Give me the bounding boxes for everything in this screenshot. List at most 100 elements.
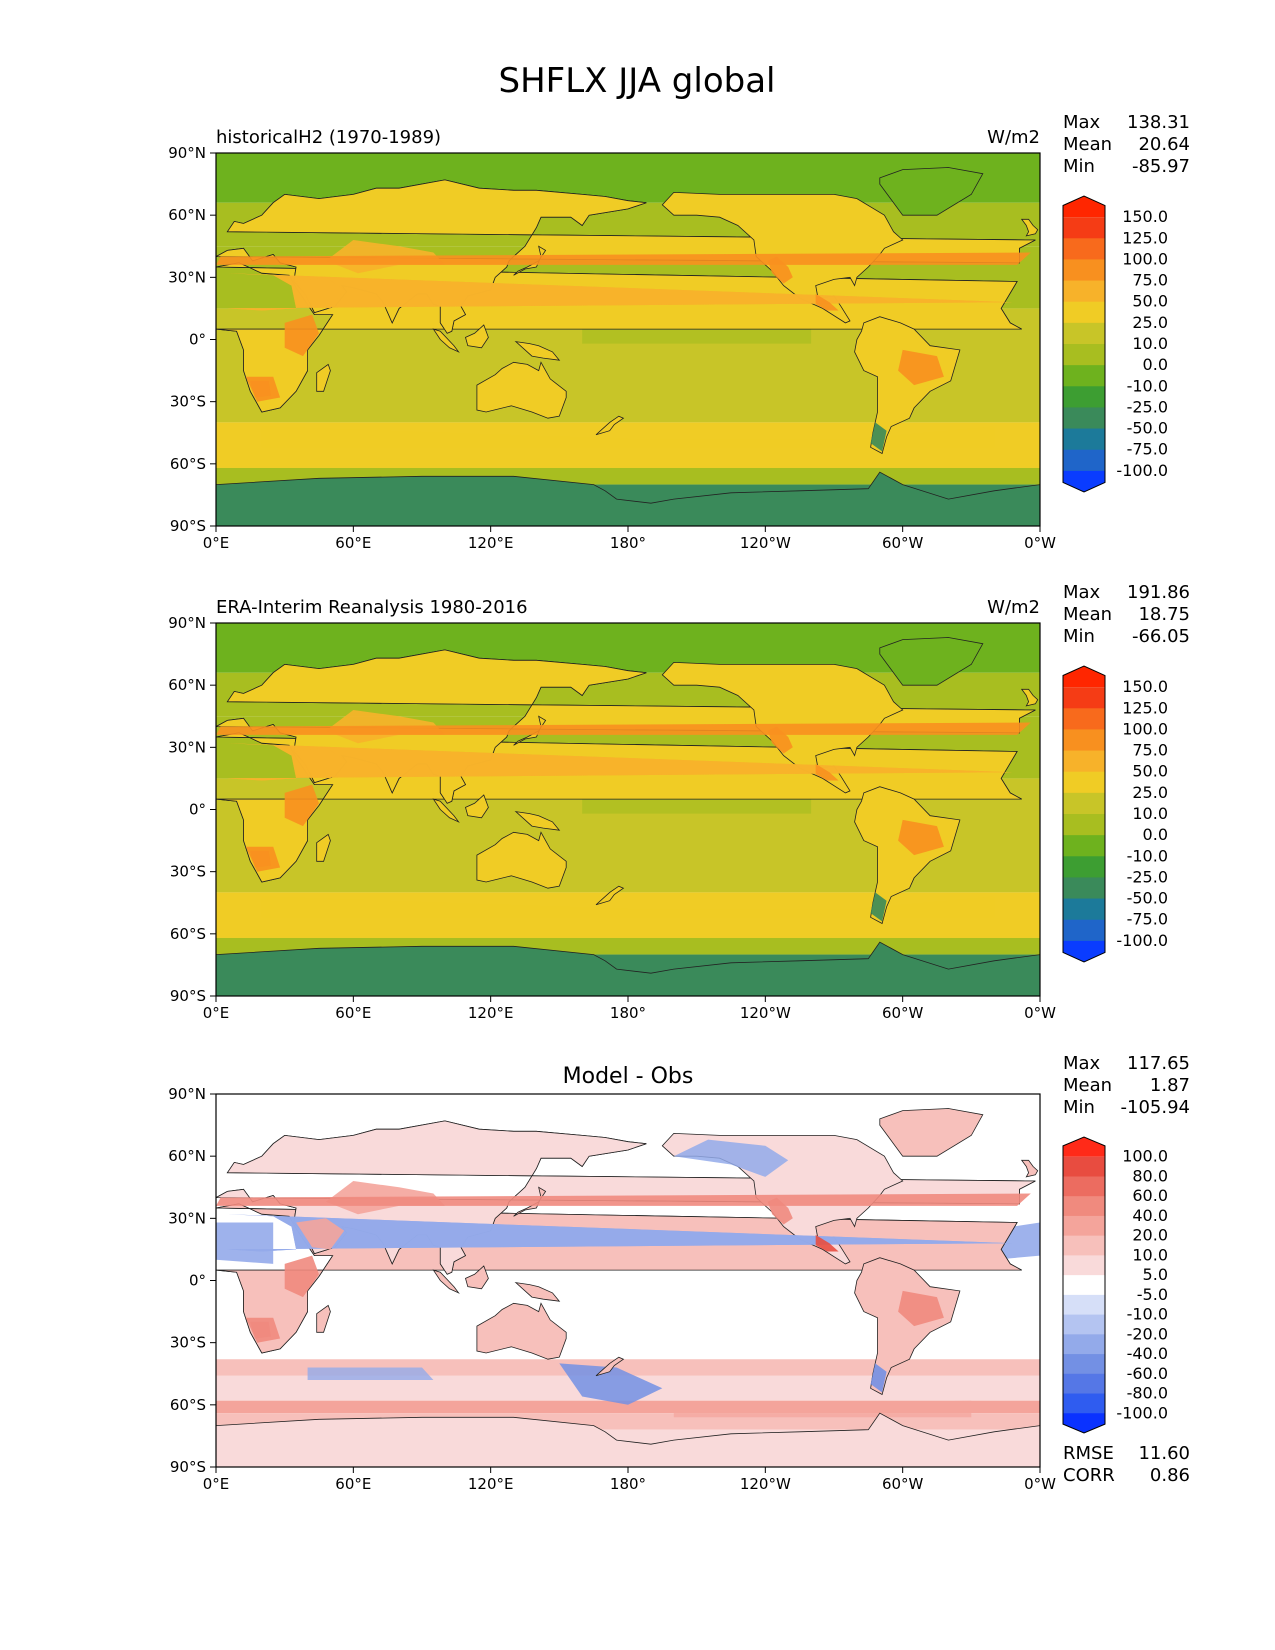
metric-label-rmse: RMSE (1063, 1443, 1114, 1464)
land-patagonia-cold (870, 422, 887, 452)
land-great-britain (1020, 688, 1039, 707)
colorbar-segment (1063, 322, 1105, 345)
map-panel-1: 0°E 60°E 120°E 180° 120°W 60°W 0°W 90°N 60°N 30°N… (168, 112, 1190, 552)
diff-cold-patch (559, 1363, 663, 1405)
colorbar-segment (1063, 940, 1105, 962)
colorbar-label: 100.0 (1122, 249, 1168, 268)
figure-title: SHFLX JJA global (499, 61, 776, 101)
x-tick-label: 0°E (203, 534, 230, 552)
colorbar-label: -60.0 (1127, 1364, 1168, 1383)
x-tick-label: 120°E (468, 1475, 514, 1493)
x-tick-label: 180° (610, 534, 646, 552)
colorbar-segment (1063, 1413, 1105, 1433)
map-field (216, 623, 1040, 996)
colorbar-label: 150.0 (1122, 677, 1168, 696)
colorbar-segment (1063, 792, 1105, 815)
y-tick-label: 90°S (170, 987, 206, 1005)
colorbar-segment (1063, 1137, 1105, 1157)
stat-value-mean: 20.64 (1138, 134, 1190, 155)
colorbar-segment (1063, 1255, 1105, 1276)
colorbar-label: -10.0 (1127, 376, 1168, 395)
colorbar-segment (1063, 1215, 1105, 1237)
land-mexico-hot (815, 293, 839, 311)
land-australia (476, 831, 567, 889)
land-east-africa-hot (284, 784, 319, 827)
colorbar-segment (1063, 1275, 1105, 1296)
colorbar-segment (1063, 835, 1105, 857)
colorbar-segment (1063, 344, 1105, 366)
colorbar-label: 10.0 (1132, 334, 1168, 353)
stat-value-min: -105.94 (1121, 1097, 1190, 1118)
x-tick-label: 0°W (1024, 1004, 1056, 1022)
colorbar-segment (1063, 428, 1105, 451)
stat-value-mean: 18.75 (1138, 604, 1190, 625)
y-tick-label: 60°S (170, 1396, 206, 1414)
stat-label-mean: Mean (1063, 134, 1112, 155)
land-antarctica (216, 471, 1040, 526)
land-sumatra (432, 1269, 460, 1294)
land-south-america (854, 316, 961, 455)
colorbar-label: -50.0 (1127, 419, 1168, 438)
land-great-britain (1020, 218, 1039, 237)
colorbar-segment (1063, 666, 1105, 688)
colorbar-segment (1063, 365, 1105, 387)
land-borneo (465, 794, 489, 819)
land-madagascar (316, 833, 331, 862)
colorbar-label: -5.0 (1137, 1285, 1168, 1304)
colorbar-segment (1063, 259, 1105, 282)
land-mexico-hot (815, 763, 839, 781)
y-tick-label: 60°N (168, 676, 206, 694)
land-greenland (879, 1108, 984, 1157)
colorbar-label: 50.0 (1132, 292, 1168, 311)
colorbar-segment (1063, 1354, 1105, 1375)
colorbar-label: -75.0 (1127, 910, 1168, 929)
colorbar-label: -25.0 (1127, 397, 1168, 416)
colorbar-label: -100.0 (1116, 461, 1168, 480)
map-panel-2: 0°E 60°E 120°E 180° 120°W 60°W 0°W 90°N 60°N 30°N… (168, 582, 1190, 1022)
y-tick-label: 60°S (170, 455, 206, 473)
colorbar-label: 75.0 (1132, 271, 1168, 290)
land-antarctica (216, 1412, 1040, 1467)
stat-label-min: Min (1063, 156, 1095, 177)
map-panel-3: 0°E 60°E 120°E 180° 120°W 60°W 0°W 90°N 60°N 30°N… (168, 1053, 1190, 1493)
colorbar-label: 5.0 (1143, 1265, 1168, 1284)
land-japan (513, 1186, 547, 1217)
colorbar-label: -10.0 (1127, 1305, 1168, 1324)
x-tick-label: 0°E (203, 1475, 230, 1493)
colorbar-label: -100.0 (1116, 931, 1168, 950)
colorbar-label: 100.0 (1122, 719, 1168, 738)
stat-value-max: 191.86 (1127, 582, 1190, 603)
colorbar-label: 80.0 (1132, 1166, 1168, 1185)
land-new-zealand (595, 1356, 625, 1377)
land-brazil-hot (898, 819, 944, 856)
colorbar-segment (1063, 814, 1105, 836)
stat-value-min: -66.05 (1132, 626, 1190, 647)
x-tick-label: 180° (610, 1004, 646, 1022)
y-tick-label: 60°S (170, 925, 206, 943)
diff-cold-alaska (673, 1139, 789, 1177)
stat-label-min: Min (1063, 1097, 1095, 1118)
colorbar-segment (1063, 449, 1105, 472)
land-borneo (465, 1265, 489, 1290)
colorbar-label: 150.0 (1122, 207, 1168, 226)
colorbar-outline (1062, 1136, 1106, 1434)
land-madagascar (316, 1304, 331, 1333)
colorbar-segment (1063, 238, 1105, 260)
land-japan (513, 715, 547, 746)
colorbar-label: -100.0 (1116, 1403, 1168, 1422)
land-east-africa-hot (284, 314, 319, 357)
land-east-africa-hot (284, 1255, 319, 1298)
colorbar-segment (1063, 750, 1105, 773)
stat-label-max: Max (1063, 582, 1101, 603)
colorbar-segment (1063, 301, 1105, 324)
x-tick-label: 60°E (335, 1004, 371, 1022)
colorbar: 150.0 125.0 100.0 75.0 50.0 25.0 10.0 0.0 -10.0 -… (1062, 665, 1168, 963)
x-tick-label: 60°E (335, 1475, 371, 1493)
panel-title: historicalH2 (1970-1989) (216, 127, 441, 148)
stat-label-min: Min (1063, 626, 1095, 647)
land-antarctica (216, 941, 1040, 996)
diff-cold-patagonia (870, 1363, 887, 1393)
land-mexico-hot (815, 1234, 839, 1252)
colorbar-label: 10.0 (1132, 1245, 1168, 1264)
